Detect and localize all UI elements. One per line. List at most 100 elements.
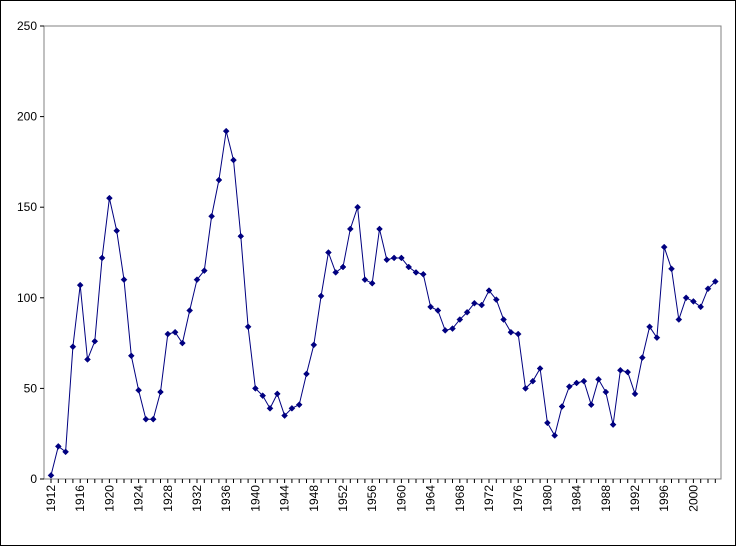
x-tick-label: 1992 [628,485,642,512]
data-point [281,412,288,419]
x-tick-label: 1936 [219,485,233,512]
data-point [208,212,215,220]
data-point [376,225,383,233]
data-point [544,419,551,427]
data-point [573,379,580,387]
data-point [427,303,434,311]
data-point [711,278,719,285]
data-point [361,276,369,284]
x-tick-label: 1988 [599,485,613,512]
data-point [463,308,471,316]
data-point [398,254,405,262]
data-point [200,267,208,274]
x-tick-label: 1956 [365,485,379,512]
data-point [303,370,310,378]
data-point [690,298,697,305]
y-tick-label: 0 [30,472,37,486]
x-tick-label: 1948 [307,485,321,512]
x-tick-label: 1972 [482,485,496,512]
series-layer [47,127,719,479]
data-point [412,269,420,276]
x-tick-label: 1916 [73,485,87,512]
data-point [697,303,705,311]
data-point [631,390,639,398]
data-point [565,383,573,390]
data-point [142,415,150,423]
data-point [536,365,544,372]
data-point [617,366,624,374]
data-point [580,377,588,385]
y-tick-label: 200 [17,110,37,124]
x-tick-label: 1944 [278,485,292,512]
data-point [332,269,340,276]
data-point [704,285,712,293]
x-tick-label: 1912 [44,485,58,512]
y-axis: 0 50 100 150 200 250 [17,19,44,486]
data-point [668,265,675,273]
data-point [624,368,632,376]
data-point [237,232,245,240]
data-point [230,156,237,164]
data-point [47,472,55,479]
data-point [106,194,113,202]
data-point [76,281,84,289]
data-point [500,316,507,323]
data-point [638,354,646,361]
data-point [273,390,281,398]
data-point [478,301,486,309]
data-point [325,249,332,256]
data-point [149,415,157,423]
data-point [383,256,391,264]
x-tick-label: 1976 [511,485,525,512]
data-point [609,421,617,428]
data-point [682,294,690,302]
data-point [127,352,135,360]
data-point [441,327,449,334]
plot-area [43,25,722,480]
data-point [602,388,610,396]
data-point [215,176,223,184]
data-point [252,385,259,392]
data-point [179,339,186,347]
data-point [193,276,201,284]
data-point [551,432,559,439]
data-point [295,401,303,409]
data-point [186,307,194,314]
data-point [646,323,653,331]
data-point [485,287,493,294]
data-point [346,225,354,233]
data-point [449,325,456,332]
data-point [288,404,296,412]
x-tick-label: 1928 [161,485,175,512]
x-tick-label: 1996 [657,485,671,512]
x-tick-label: 2000 [686,485,700,512]
data-point [522,385,529,392]
data-point [456,316,464,323]
data-point [492,296,500,303]
data-point [419,270,427,278]
y-tick-label: 250 [17,19,37,33]
data-point [266,404,274,412]
x-axis: 1912 1916 1920 1924 1928 1932 1936 1940 1944 1948… [44,479,716,512]
data-point [558,403,566,410]
data-point [529,377,537,385]
data-point [259,392,267,400]
data-point [310,341,318,349]
x-tick-label: 1932 [190,485,204,512]
data-point [91,337,99,345]
data-point [62,448,69,456]
data-point [434,307,442,314]
data-point [660,243,668,251]
data-point [135,386,142,394]
x-tick-label: 1968 [453,485,467,512]
x-tick-label: 1960 [394,485,408,512]
data-point [69,343,77,351]
data-point [653,334,661,342]
x-tick-label: 1940 [248,485,262,512]
data-point [507,328,515,336]
data-point [339,263,347,271]
y-tick-label: 100 [17,291,37,305]
x-tick-label: 1952 [336,485,350,512]
data-point [595,375,602,383]
data-point [390,254,398,262]
